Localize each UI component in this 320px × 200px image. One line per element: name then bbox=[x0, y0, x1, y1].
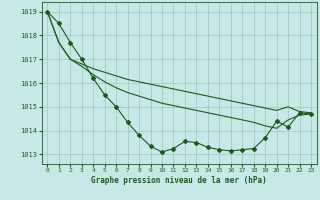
X-axis label: Graphe pression niveau de la mer (hPa): Graphe pression niveau de la mer (hPa) bbox=[91, 176, 267, 185]
